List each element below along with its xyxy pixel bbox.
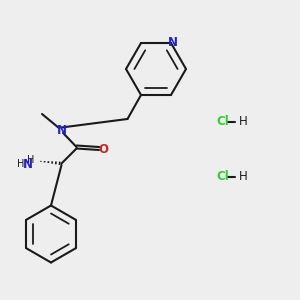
- Text: H: H: [17, 159, 25, 169]
- Text: H: H: [27, 154, 34, 165]
- Text: N: N: [56, 124, 67, 137]
- Text: Cl: Cl: [216, 170, 229, 184]
- Text: H: H: [238, 170, 247, 184]
- Text: O: O: [98, 142, 109, 156]
- Text: H: H: [238, 115, 247, 128]
- Text: Cl: Cl: [216, 115, 229, 128]
- Text: N: N: [167, 36, 178, 49]
- Text: N: N: [23, 158, 33, 172]
